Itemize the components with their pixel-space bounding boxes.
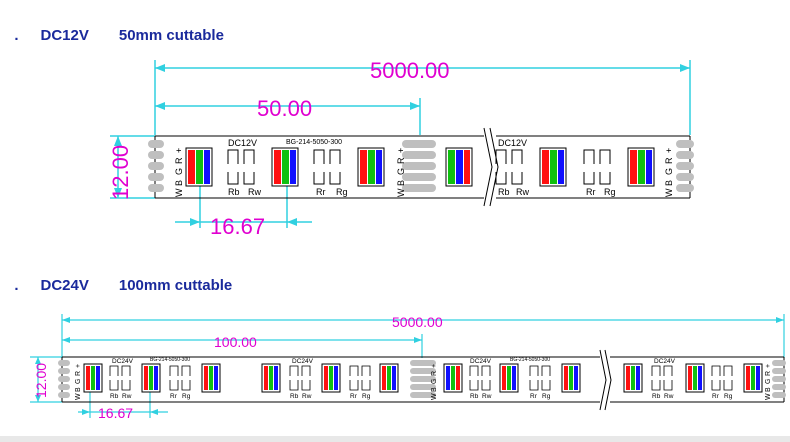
- s1-strip-voltage: DC12V: [228, 138, 257, 148]
- s2-pad-label-w-right: W: [765, 393, 772, 400]
- section-2-heading: . DC24V 100mm cuttable: [6, 260, 232, 294]
- s1-pad-label-g: G: [174, 168, 184, 175]
- s2-cut-length: 100.00: [214, 334, 257, 350]
- section-2-voltage: DC24V: [40, 277, 89, 294]
- s2-pad-label-b: B: [75, 387, 82, 392]
- s1-label-rw-2: Rw: [516, 187, 529, 197]
- s2-pad-label-plus: +: [75, 364, 82, 368]
- s1-label-rr-2: Rr: [586, 187, 596, 197]
- s2-label-rb-1: Rb: [110, 393, 119, 400]
- s1-pad-label-plus-right: +: [664, 148, 674, 153]
- s2-strip-voltage-3: DC24V: [470, 358, 492, 365]
- s2-label-rb-3: Rb: [470, 393, 479, 400]
- s2-pad-label-r-right: R: [765, 371, 772, 376]
- s2-pad-label-g: G: [75, 379, 82, 384]
- s2-label-rr-2: Rr: [350, 393, 358, 400]
- s2-pad-label-g-right: G: [765, 379, 772, 384]
- s2-label-rg-4: Rg: [724, 393, 733, 400]
- s1-total-length: 5000.00: [370, 58, 450, 83]
- s1-pad-label-b-mid: B: [396, 180, 406, 186]
- s2-pad-label-r: R: [75, 371, 82, 376]
- s2-pad-label-plus-right: +: [765, 364, 772, 368]
- s2-model-1: BG-214-5050-300: [150, 357, 190, 363]
- s2-label-rw-4: Rw: [664, 393, 674, 400]
- s2-strip-voltage-1: DC24V: [112, 358, 134, 365]
- section-2-diagram: 5000.00 100.00 12.00 16.67: [30, 314, 786, 421]
- s2-pad-label-w-mid: W: [431, 393, 438, 400]
- section-1-cut-text: 50mm cuttable: [118, 27, 224, 44]
- section-1-voltage: DC12V: [40, 27, 89, 44]
- section-2-bullet: .: [14, 277, 19, 294]
- s2-label-rw-3: Rw: [482, 393, 492, 400]
- s1-cut-length: 50.00: [257, 96, 312, 121]
- section-1-heading: . DC12V 50mm cuttable: [6, 10, 224, 44]
- s2-leds: [83, 363, 763, 393]
- s1-pad-label-w-right: W: [664, 188, 674, 197]
- bottom-divider: [0, 436, 790, 442]
- s2-label-rg-2: Rg: [362, 393, 371, 400]
- s1-label-rr: Rr: [316, 187, 326, 197]
- s2-label-rg-3: Rg: [542, 393, 551, 400]
- section-1-diagram: 5000.00 50.00 12.00 16.67: [108, 58, 694, 239]
- s2-pad-label-r-mid: R: [431, 371, 438, 376]
- s2-strip-voltage-4: DC24V: [654, 358, 676, 365]
- s2-pad-label-b-mid: B: [431, 387, 438, 392]
- s2-pad-label-b-right: B: [765, 387, 772, 392]
- s1-pad-label-plus-mid: +: [396, 148, 406, 153]
- s1-label-rg: Rg: [336, 187, 348, 197]
- s2-pad-label-g-mid: G: [431, 379, 438, 384]
- s2-pad-label-w: W: [75, 393, 82, 400]
- s1-strip-voltage-2: DC12V: [498, 138, 527, 148]
- s1-pitch: 16.67: [210, 214, 265, 239]
- s2-pitch: 16.67: [98, 405, 133, 421]
- s2-label-rg-1: Rg: [182, 393, 191, 400]
- s2-pad-label-plus-mid: +: [431, 364, 438, 368]
- s1-pad-label-w: W: [174, 188, 184, 197]
- s1-pad-label-plus: +: [174, 148, 184, 153]
- s2-label-rb-2: Rb: [290, 393, 299, 400]
- s1-pad-label-b: B: [174, 180, 184, 186]
- s1-width: 12.00: [108, 145, 133, 200]
- s1-pad-label-r-right: R: [664, 157, 674, 164]
- s1-label-rb-2: Rb: [498, 187, 510, 197]
- s1-label-rg-2: Rg: [604, 187, 616, 197]
- s1-pad-label-g-right: G: [664, 168, 674, 175]
- s1-pad-label-b-right: B: [664, 180, 674, 186]
- s2-label-rr-3: Rr: [530, 393, 538, 400]
- s1-pad-label-w-mid: W: [396, 188, 406, 197]
- section-2-cut-text: 100mm cuttable: [118, 277, 233, 294]
- s2-width: 12.00: [33, 363, 49, 398]
- s2-total-length: 5000.00: [392, 314, 443, 330]
- s1-model: BG-214-5050-300: [286, 139, 342, 146]
- s2-label-rw-2: Rw: [302, 393, 312, 400]
- s1-label-rb: Rb: [228, 187, 240, 197]
- s1-pad-label-r-mid: R: [396, 157, 406, 164]
- s2-strip-voltage-2: DC24V: [292, 358, 314, 365]
- s1-pad-label-g-mid: G: [396, 168, 406, 175]
- s2-label-rb-4: Rb: [652, 393, 661, 400]
- section-1-bullet: .: [14, 27, 19, 44]
- s1-label-rw: Rw: [248, 187, 261, 197]
- s2-model-2: BG-214-5050-300: [510, 357, 550, 363]
- s2-label-rr-1: Rr: [170, 393, 178, 400]
- s1-leds: [185, 147, 655, 187]
- s1-pad-label-r: R: [174, 157, 184, 164]
- s2-label-rw-1: Rw: [122, 393, 132, 400]
- s2-label-rr-4: Rr: [712, 393, 720, 400]
